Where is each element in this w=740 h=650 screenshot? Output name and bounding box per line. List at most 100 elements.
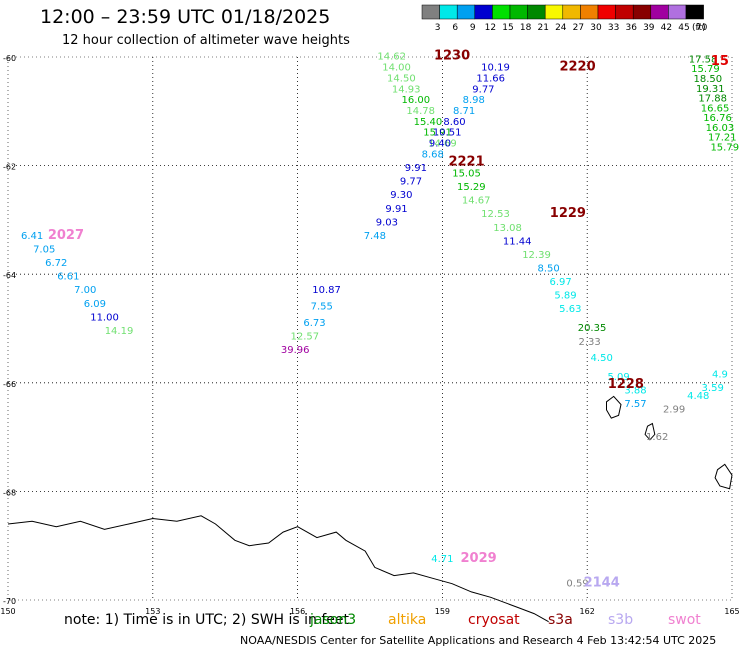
swh-value: 4.9 <box>712 369 728 380</box>
legend-label: 3 <box>435 23 441 33</box>
swh-value: 39.96 <box>281 345 310 356</box>
mission-label-altika: altika <box>388 612 427 628</box>
lat-tick-label: -68 <box>3 488 16 497</box>
legend-unit: (ft) <box>692 23 706 33</box>
swh-value: 10.19 <box>481 63 510 74</box>
lon-tick-label: 162 <box>580 607 595 616</box>
legend-swatch <box>650 4 669 20</box>
swh-value: 14.50 <box>387 73 416 84</box>
swh-value: 2.33 <box>578 337 600 348</box>
island-outline <box>644 422 656 441</box>
swh-value: 5.09 <box>607 372 629 383</box>
swh-value: 6.61 <box>57 272 79 283</box>
pass-time-labels: 1230 2220 2221 1229 2027 1228 2029 2144 15 <box>48 49 729 591</box>
legend-label: 15 <box>502 23 513 33</box>
mission-label-swot: swot <box>668 612 701 628</box>
swh-value: 14.69 <box>428 139 457 150</box>
lat-lon-grid <box>7 56 733 601</box>
pass-time-label: 1228 <box>608 377 644 392</box>
legend-swatch <box>597 4 616 20</box>
swh-value: 9.40 <box>429 139 451 150</box>
pass-time-label: 2144 <box>584 575 620 590</box>
swh-value: 8.50 <box>537 263 559 274</box>
swh-value: 19.31 <box>696 84 725 95</box>
swh-value: 9.77 <box>400 177 422 188</box>
swh-value: 10.87 <box>312 285 341 296</box>
swh-value: 4.50 <box>591 353 613 364</box>
swh-value: 16.03 <box>706 123 735 134</box>
swh-value: 11.44 <box>503 236 532 247</box>
swh-value: 17.21 <box>708 133 737 144</box>
legend-swatch <box>615 4 634 20</box>
swh-value: 14.78 <box>406 106 435 117</box>
legend-swatch <box>474 4 493 20</box>
swh-value: 5.89 <box>554 291 576 302</box>
legend-swatch <box>632 4 652 20</box>
mission-label-s3b: s3b <box>608 612 634 628</box>
swh-value: 17.88 <box>698 94 727 105</box>
swh-value: 14.19 <box>105 326 134 337</box>
swh-value: 9.77 <box>472 84 494 95</box>
legend-swatch <box>580 4 599 20</box>
legend-label: 45 <box>678 23 689 33</box>
legend-swatch <box>456 4 476 20</box>
legend-label: 39 <box>643 23 655 33</box>
legend-swatch <box>562 4 581 20</box>
swh-value: 10.51 <box>433 128 462 139</box>
legend-label: 18 <box>520 23 532 33</box>
swh-value: 15.40 <box>414 117 443 128</box>
mission-label-cryosat: cryosat <box>468 612 520 628</box>
legend-label: 70 <box>696 23 708 33</box>
swh-value: 9.30 <box>390 190 412 201</box>
legend-swatch <box>527 4 546 20</box>
legend-label: 33 <box>608 23 619 33</box>
mission-label-jason3: jason3 <box>310 612 357 628</box>
coastline <box>7 395 733 623</box>
legend-swatch <box>668 4 687 20</box>
swh-value: 15.91 <box>423 128 452 139</box>
legend-label: 27 <box>573 23 584 33</box>
swh-value: 4.48 <box>687 391 709 402</box>
map-frame <box>7 56 733 601</box>
swh-value: 7.05 <box>33 244 55 255</box>
swh-value: 6.41 <box>21 231 43 242</box>
lon-tick-label: 159 <box>435 607 450 616</box>
pass-time-label: 2221 <box>448 155 484 170</box>
swh-value: 14.62 <box>377 52 406 63</box>
swh-value: 12.39 <box>522 250 551 261</box>
swh-value: 6.73 <box>303 318 325 329</box>
swh-value: 18.50 <box>694 74 723 85</box>
swh-value: 8.71 <box>453 106 475 117</box>
legend-label: 6 <box>452 23 458 33</box>
swh-value: 1.62 <box>646 432 668 443</box>
legend-swatch <box>544 4 564 20</box>
legend-swatch <box>509 4 528 20</box>
footer-note: note: 1) Time is in UTC; 2) SWH is in fe… <box>64 612 350 628</box>
map-subtitle: 12 hour collection of altimeter wave hei… <box>62 33 350 48</box>
swh-value: 12.57 <box>291 331 320 342</box>
legend-label: 9 <box>470 23 476 33</box>
legend-label: 21 <box>537 23 548 33</box>
swh-value: 11.66 <box>476 73 505 84</box>
lat-tick-label: -64 <box>3 271 16 280</box>
swh-value: 15.79 <box>691 64 720 75</box>
swh-value: 9.03 <box>376 217 398 228</box>
swh-value: 16.65 <box>701 103 730 114</box>
swh-value: 20.35 <box>578 323 607 334</box>
legend-label: 30 <box>590 23 602 33</box>
lat-tick-label: -60 <box>3 54 16 63</box>
lon-tick-label: 153 <box>145 607 160 616</box>
pass-time-label: 2029 <box>461 551 497 566</box>
swh-value: 7.55 <box>311 301 333 312</box>
swh-value: 6.72 <box>45 258 67 269</box>
legend-swatch <box>492 4 511 20</box>
swh-readings: 14.6214.0014.5014.9316.0014.7815.4015.91… <box>21 52 739 590</box>
swh-value: 5.63 <box>559 304 581 315</box>
swh-value: 14.67 <box>462 196 491 207</box>
swh-value: 0.59 <box>566 578 588 589</box>
color-legend: 3 6 9 12 15 18 21 24 27 30 33 36 39 42 45 70(ft) <box>421 4 708 33</box>
swh-value: 16.76 <box>703 113 732 124</box>
lon-tick-label: 150 <box>0 607 15 616</box>
swh-value: 3.59 <box>702 383 724 394</box>
